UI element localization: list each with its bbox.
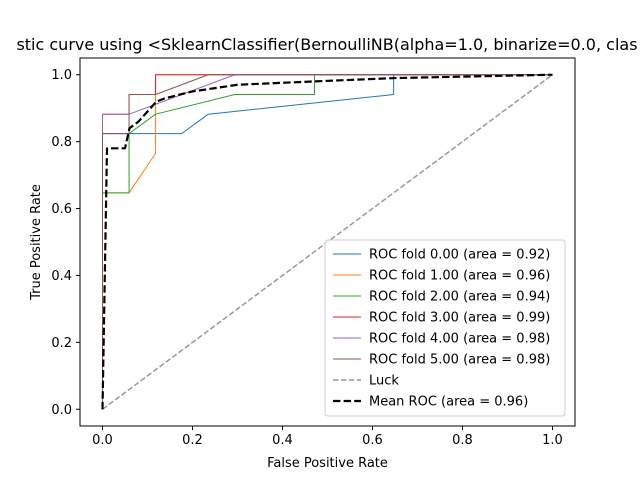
axis-ticks: 0.0 0.2 0.4 0.6 0.8 1.0 0.0 0.2 0.4 0.6 0.8 1.0 — [51, 68, 563, 448]
chart-title: stic curve using <SklearnClassifier(Bern… — [16, 35, 637, 54]
series-line-5 — [102, 74, 553, 410]
legend-label: Mean ROC (area = 0.96) — [369, 395, 528, 410]
x-tick-label: 0.0 — [92, 433, 113, 448]
y-tick-label: 0.8 — [51, 135, 72, 150]
x-tick-label: 0.4 — [272, 433, 293, 448]
series-line-7 — [101, 73, 553, 410]
legend-label: ROC fold 3.00 (area = 0.99) — [369, 311, 550, 326]
y-tick-label: 0.6 — [51, 202, 72, 217]
legend-label: Luck — [369, 374, 399, 389]
legend-label: ROC fold 2.00 (area = 0.94) — [369, 290, 550, 305]
y-tick-label: 0.2 — [51, 336, 72, 351]
x-tick-label: 0.8 — [452, 433, 473, 448]
legend-box — [324, 239, 566, 417]
plot-frame — [79, 57, 576, 427]
legend: ROC fold 0.00 (area = 0.92) ROC fold 1.00… — [324, 239, 566, 417]
legend-label: ROC fold 4.00 (area = 0.98) — [369, 332, 550, 347]
legend-label: ROC fold 1.00 (area = 0.96) — [369, 269, 550, 284]
y-tick-label: 1.0 — [51, 68, 72, 83]
y-tick-label: 0.0 — [51, 403, 72, 418]
legend-label: ROC fold 0.00 (area = 0.92) — [369, 248, 550, 263]
x-tick-label: 0.6 — [362, 433, 383, 448]
series-line-2 — [102, 74, 553, 410]
x-tick-label: 0.2 — [182, 433, 203, 448]
x-axis-label: False Positive Rate — [267, 456, 388, 471]
legend-label: ROC fold 5.00 (area = 0.98) — [369, 353, 550, 368]
y-tick-label: 0.4 — [51, 269, 72, 284]
x-tick-label: 1.0 — [542, 433, 563, 448]
y-axis-label: True Positive Rate — [29, 184, 44, 301]
